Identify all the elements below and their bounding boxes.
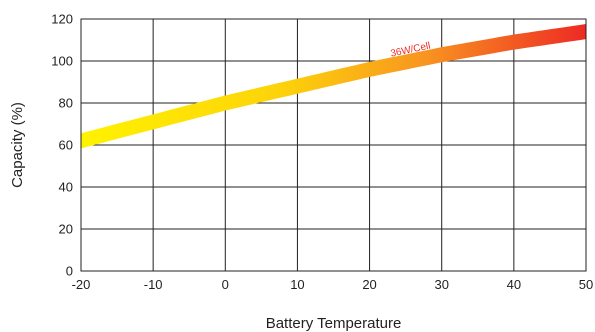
series-band-36w-cell <box>81 24 586 149</box>
x-axis-title: Battery Temperature <box>266 315 402 332</box>
x-tick-label: -20 <box>72 277 91 292</box>
grid-lines <box>80 18 587 272</box>
x-tick-label: 10 <box>290 277 304 292</box>
x-tick-label: 20 <box>362 277 376 292</box>
y-tick-label: 40 <box>59 180 73 195</box>
y-tick-label: 80 <box>59 96 73 111</box>
y-tick-label: 20 <box>59 222 73 237</box>
x-tick-label: 40 <box>507 277 521 292</box>
x-tick-label: 50 <box>579 277 593 292</box>
data-band-layer <box>81 24 586 149</box>
y-tick-label: 120 <box>51 12 73 27</box>
x-tick-label: 0 <box>222 277 229 292</box>
y-tick-label: 0 <box>66 264 73 279</box>
y-tick-label: 60 <box>59 138 73 153</box>
y-tick-label: 100 <box>51 54 73 69</box>
y-axis-title: Capacity (%) <box>9 102 26 188</box>
plot-frame-layer <box>80 18 587 272</box>
y-tick-labels: 0 20 40 60 80 100 120 <box>51 12 73 279</box>
x-tick-label: -10 <box>144 277 163 292</box>
x-tick-label: 30 <box>434 277 448 292</box>
x-tick-labels: -20 -10 0 10 20 30 40 50 <box>72 277 594 292</box>
plot-frame <box>80 18 587 272</box>
